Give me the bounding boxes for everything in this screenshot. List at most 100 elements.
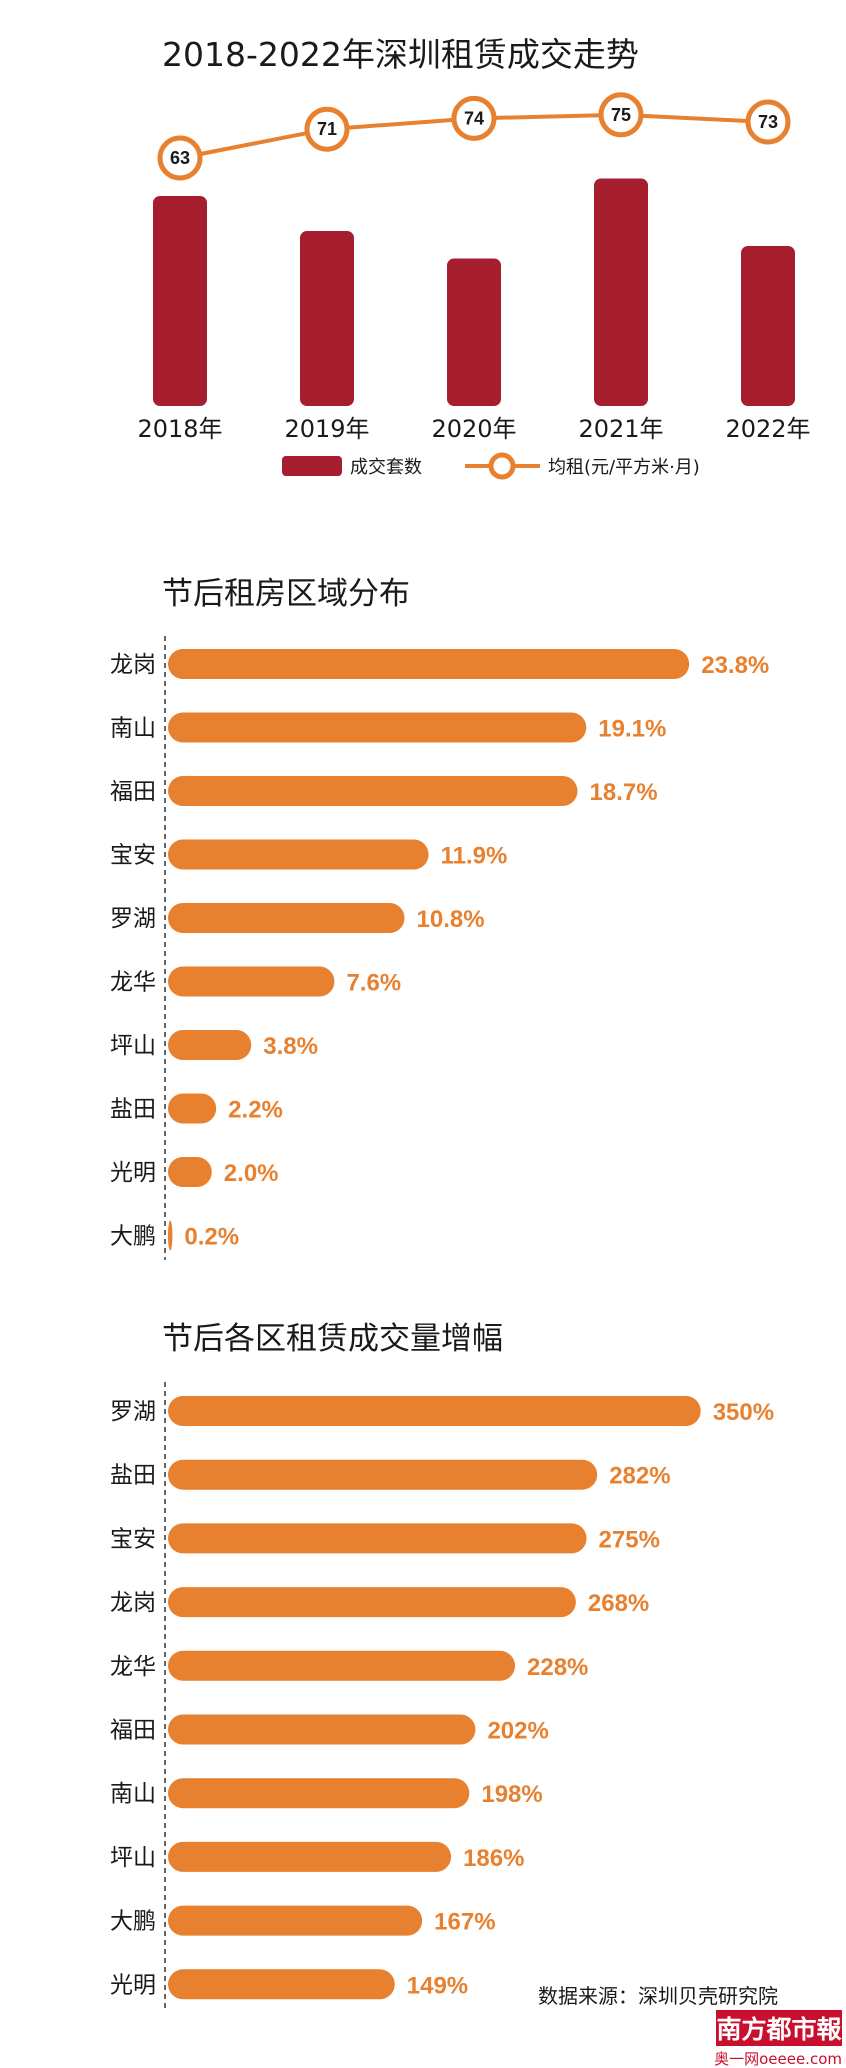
bar-大鹏 — [168, 1220, 173, 1251]
value-label: 2.2% — [228, 1097, 283, 1124]
bar-龙岗 — [168, 649, 690, 679]
chart-1-legend: 成交套数 均租(元/平方米·月) — [282, 452, 700, 480]
category-label: 坪山 — [110, 1845, 156, 1871]
category-label: 南山 — [110, 1781, 156, 1807]
category-label: 大鹏 — [110, 1909, 156, 1935]
legend-label-bar: 成交套数 — [350, 457, 422, 478]
chart-district-growth: 节后各区租赁成交量增幅 罗湖 350% 盐田 282% 宝安 275% 龙岗 268% 龙华 22… — [110, 1321, 774, 2010]
value-label: 282% — [609, 1463, 670, 1490]
category-label: 宝安 — [110, 843, 156, 869]
bar-龙岗 — [168, 1587, 576, 1618]
avg-rent-marker — [157, 135, 203, 181]
bar-坪山 — [168, 1030, 252, 1060]
value-label: 149% — [407, 1972, 468, 1999]
category-label: 盐田 — [110, 1097, 156, 1123]
value-label: 228% — [527, 1654, 588, 1681]
bar-福田 — [168, 1714, 476, 1745]
bar-2020年 — [447, 258, 501, 406]
avg-rent-marker — [304, 106, 350, 152]
category-label: 罗湖 — [110, 1399, 156, 1425]
value-label: 3.8% — [263, 1033, 318, 1060]
value-label: 18.7% — [590, 779, 658, 806]
legend-swatch-marker — [488, 452, 516, 480]
value-label: 7.6% — [346, 970, 401, 997]
logo-background — [716, 2010, 842, 2046]
x-tick-label: 2018年 — [137, 415, 222, 443]
bar-罗湖 — [168, 1396, 701, 1426]
value-label: 202% — [487, 1718, 548, 1745]
category-label: 罗湖 — [110, 906, 156, 932]
bar-福田 — [168, 776, 578, 806]
category-label: 大鹏 — [110, 1224, 156, 1250]
value-label: 350% — [713, 1399, 774, 1426]
category-label: 龙华 — [110, 1654, 156, 1680]
x-tick-label: 2019年 — [284, 415, 369, 443]
value-label: 2.0% — [224, 1160, 279, 1187]
bar-大鹏 — [168, 1905, 423, 1936]
logo-text: 南方都市報 — [716, 2015, 842, 2044]
category-label: 龙岗 — [110, 1590, 156, 1616]
chart-1-title: 2018-2022年深圳租赁成交走势 — [162, 35, 639, 74]
avg-rent-label: 71 — [317, 119, 337, 139]
category-label: 盐田 — [110, 1463, 156, 1489]
chart-1-x-ticks: 2018年 2019年 2020年 2021年 2022年 — [137, 415, 810, 443]
category-label: 光明 — [110, 1972, 156, 1998]
avg-rent-label: 75 — [611, 105, 631, 125]
chart-1-bars — [153, 178, 795, 406]
category-label: 南山 — [110, 716, 156, 742]
bar-坪山 — [168, 1841, 452, 1872]
category-label: 福田 — [110, 1718, 156, 1744]
bar-龙华 — [168, 966, 335, 997]
legend-label-line: 均租(元/平方米·月) — [548, 457, 700, 478]
avg-rent-label: 63 — [170, 148, 190, 168]
chart-2-bars: 龙岗 23.8% 南山 19.1% 福田 18.7% 宝安 11.9% 罗湖 10.8% 龙华 7.6… — [110, 649, 769, 1251]
logo-subtext: 奥一网oeeee.com — [714, 2050, 842, 2068]
value-label: 23.8% — [701, 652, 769, 679]
bar-南山 — [168, 712, 587, 743]
value-label: 186% — [463, 1845, 524, 1872]
category-label: 光明 — [110, 1160, 156, 1186]
category-label: 福田 — [110, 779, 156, 805]
avg-rent-marker — [451, 95, 497, 141]
bar-宝安 — [168, 839, 429, 870]
bar-罗湖 — [168, 903, 405, 933]
value-label: 167% — [434, 1909, 495, 1936]
value-label: 11.9% — [441, 843, 508, 870]
bar-2022年 — [741, 246, 795, 406]
bar-光明 — [168, 1157, 212, 1187]
value-label: 0.2% — [184, 1224, 239, 1251]
bar-龙华 — [168, 1650, 516, 1681]
chart-3-title: 节后各区租赁成交量增幅 — [162, 1321, 503, 1357]
bar-2021年 — [594, 178, 648, 406]
category-label: 坪山 — [110, 1033, 156, 1059]
value-label: 19.1% — [598, 716, 666, 743]
legend-swatch-bar — [282, 456, 342, 476]
avg-rent-label: 73 — [758, 112, 778, 132]
x-tick-label: 2021年 — [578, 415, 663, 443]
chart-3-bars: 罗湖 350% 盐田 282% 宝安 275% 龙岗 268% 龙华 228% 福田 202% 南山 19… — [110, 1396, 774, 2000]
value-label: 10.8% — [417, 906, 485, 933]
bar-2018年 — [153, 196, 207, 406]
x-tick-label: 2020年 — [431, 415, 516, 443]
value-label: 268% — [588, 1590, 649, 1617]
bar-盐田 — [168, 1093, 217, 1124]
chart-2-title: 节后租房区域分布 — [162, 576, 410, 612]
chart-1-line: 63 71 74 75 73 — [157, 92, 791, 181]
newspaper-logo: 南方都市報 奥一网oeeee.com — [714, 2010, 842, 2068]
x-tick-label: 2022年 — [725, 415, 810, 443]
avg-rent-label: 74 — [464, 108, 484, 128]
bar-2019年 — [300, 231, 354, 406]
bar-南山 — [168, 1778, 470, 1809]
category-label: 宝安 — [110, 1526, 156, 1552]
value-label: 275% — [599, 1526, 660, 1553]
category-label: 龙华 — [110, 970, 156, 996]
bar-光明 — [168, 1969, 395, 2000]
avg-rent-marker — [745, 99, 791, 145]
bar-盐田 — [168, 1459, 598, 1490]
avg-rent-marker — [598, 92, 644, 138]
value-label: 198% — [481, 1781, 542, 1808]
category-label: 龙岗 — [110, 652, 156, 678]
bar-宝安 — [168, 1523, 587, 1554]
chart-rental-trend: 2018-2022年深圳租赁成交走势 63 71 74 75 73 2018年 2019年… — [137, 35, 811, 480]
